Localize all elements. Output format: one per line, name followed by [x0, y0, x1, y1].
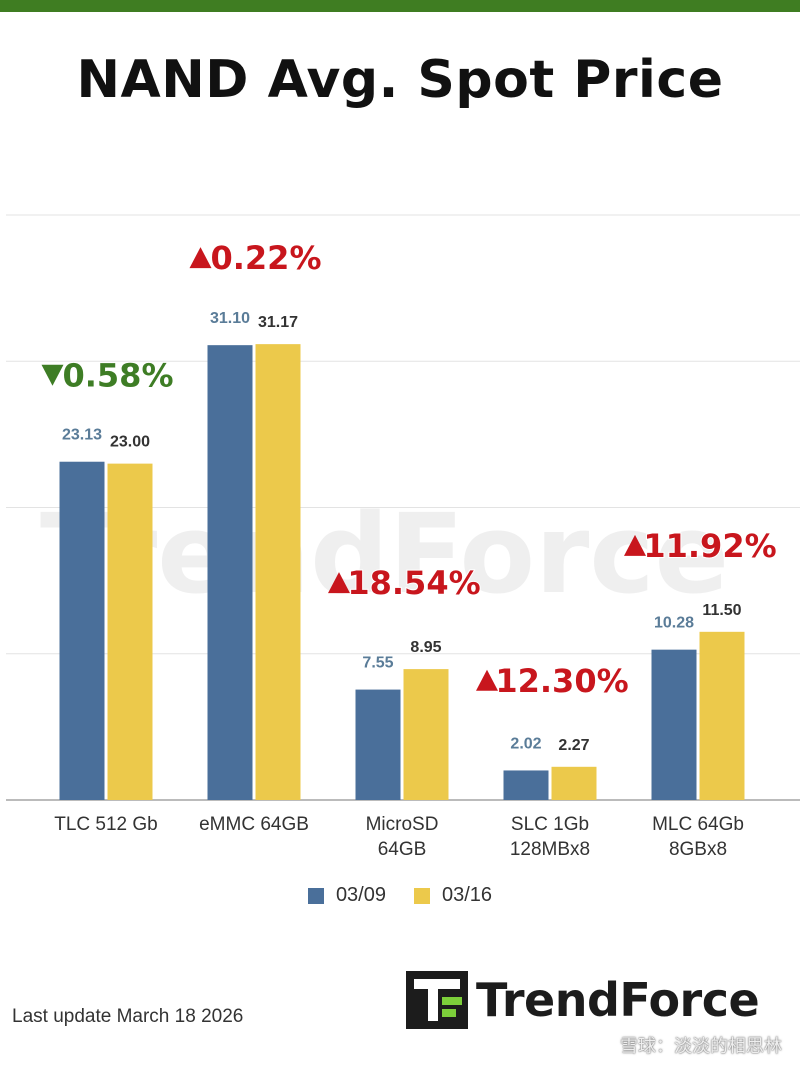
x-tick-label: eMMC 64GB — [199, 814, 309, 835]
x-tick-label: 64GB — [378, 839, 427, 860]
chart-title: NAND Avg. Spot Price — [76, 50, 724, 110]
data-label: 31.17 — [258, 314, 298, 331]
top-accent-bar — [0, 0, 800, 12]
trendforce-logo: TrendForce — [406, 970, 796, 1030]
legend-item-0316: 03/16 — [414, 884, 492, 907]
bar-0309-4 — [651, 649, 697, 800]
change-label: 12.30% — [495, 662, 628, 700]
data-label: 2.02 — [510, 735, 541, 752]
change-label: 18.54% — [347, 564, 480, 602]
chart-legend: 03/09 03/16 — [0, 884, 800, 907]
data-label: 11.50 — [702, 602, 741, 619]
bar-0309-1 — [207, 345, 253, 800]
legend-label-0316: 03/16 — [442, 884, 493, 906]
bar-0309-3 — [503, 770, 549, 800]
legend-swatch-0309 — [307, 887, 324, 904]
data-label: 8.95 — [410, 639, 441, 656]
trendforce-watermark: TrendForce — [40, 490, 730, 618]
legend-swatch-0316 — [414, 887, 430, 904]
x-tick-label: 128MBx8 — [510, 839, 590, 860]
trendforce-logo-text: TrendForce — [476, 973, 760, 1027]
change-label: 11.92% — [643, 527, 776, 565]
bar-0316-0 — [107, 463, 153, 800]
trendforce-logo-icon — [406, 971, 468, 1029]
bar-0309-0 — [59, 461, 105, 800]
data-label: 2.27 — [558, 737, 589, 754]
up-triangle-icon — [328, 572, 350, 594]
bar-0309-2 — [355, 689, 401, 800]
change-label: 0.22% — [210, 239, 321, 277]
data-label: 10.28 — [654, 615, 694, 632]
data-label: 23.00 — [110, 434, 150, 451]
last-update-note: Last update March 18 2026 — [12, 1006, 244, 1027]
x-tick-label: 8GBx8 — [669, 839, 727, 860]
up-triangle-icon — [189, 247, 212, 269]
bar-0316-1 — [255, 344, 301, 800]
bar-0316-3 — [551, 766, 597, 800]
bar-chart: 23.13 23.00 TLC 512 Gb 0.58% 31.10 31.17 eMMC … — [6, 214, 800, 860]
legend-item-0309: 03/09 — [307, 884, 386, 907]
weibo-watermark: 雪球：淡淡的相思林 — [620, 1036, 782, 1056]
data-label: 7.55 — [362, 655, 393, 672]
change-label: 0.58% — [62, 357, 173, 395]
bar-0316-2 — [403, 669, 449, 800]
down-triangle-icon — [41, 364, 64, 386]
legend-label-0309: 03/09 — [335, 884, 386, 906]
data-label: 31.10 — [210, 310, 250, 327]
up-triangle-icon — [476, 669, 498, 691]
x-tick-label: SLC 1Gb — [511, 814, 589, 835]
x-tick-label: TLC 512 Gb — [54, 814, 158, 835]
x-tick-label: MicroSD — [366, 814, 439, 835]
bar-0316-4 — [699, 631, 745, 800]
x-tick-label: MLC 64Gb — [652, 814, 744, 835]
data-label: 23.13 — [62, 427, 102, 444]
up-triangle-icon — [624, 534, 646, 556]
